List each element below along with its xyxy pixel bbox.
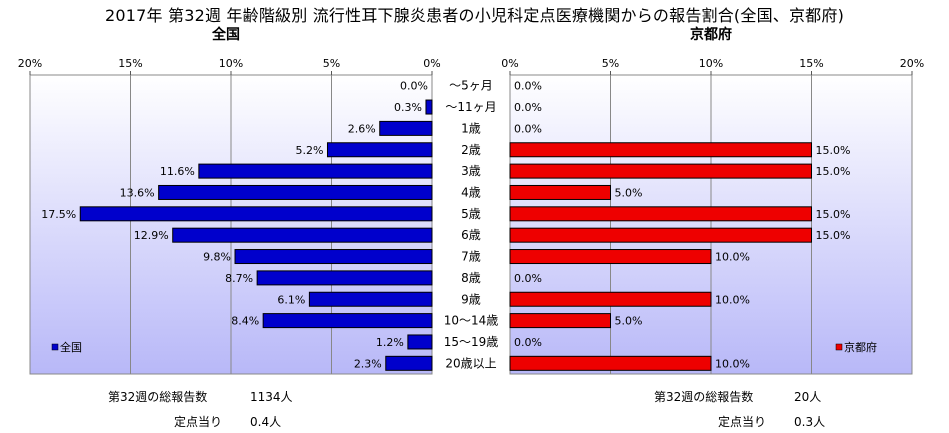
kyoto-data-label: 10.0% bbox=[715, 251, 750, 264]
national-bar bbox=[172, 227, 433, 243]
national-tick-label: 20% bbox=[18, 57, 42, 70]
kyoto-bar bbox=[509, 249, 712, 265]
national-legend-label: 全国 bbox=[60, 340, 82, 354]
kyoto-data-label: 0.0% bbox=[514, 80, 542, 93]
kyoto-per-value: 0.3人 bbox=[794, 415, 826, 429]
kyoto-data-label: 5.0% bbox=[615, 186, 643, 199]
kyoto-bar bbox=[509, 206, 812, 222]
national-bar bbox=[308, 291, 433, 307]
national-data-label: 0.0% bbox=[400, 80, 428, 93]
national-panel-title: 全国 bbox=[212, 27, 240, 43]
national-legend-swatch bbox=[51, 343, 59, 351]
category-label: 8歳 bbox=[461, 271, 481, 285]
national-data-label: 12.9% bbox=[134, 229, 169, 242]
kyoto-data-label: 10.0% bbox=[715, 293, 750, 306]
national-bar bbox=[379, 120, 433, 136]
category-label: 9歳 bbox=[461, 292, 481, 306]
kyoto-bar bbox=[509, 291, 712, 307]
national-bar bbox=[234, 249, 433, 265]
national-total-label: 第32週の総報告数 bbox=[108, 390, 208, 404]
national-bar bbox=[385, 355, 433, 371]
national-data-label: 2.6% bbox=[348, 122, 376, 135]
category-label: 6歳 bbox=[461, 228, 481, 242]
kyoto-tick-label: 10% bbox=[699, 57, 723, 70]
national-bar bbox=[407, 334, 433, 350]
kyoto-legend-label: 京都府 bbox=[844, 340, 877, 354]
national-total-value: 1134人 bbox=[250, 390, 293, 404]
national-data-label: 8.7% bbox=[225, 272, 253, 285]
kyoto-data-label: 0.0% bbox=[514, 101, 542, 114]
national-tick-label: 10% bbox=[219, 57, 243, 70]
kyoto-panel-title: 京都府 bbox=[690, 27, 732, 43]
kyoto-bar bbox=[509, 227, 812, 243]
kyoto-data-label: 5.0% bbox=[615, 315, 643, 328]
category-label: 〜5ヶ月 bbox=[449, 79, 493, 93]
kyoto-tick-label: 5% bbox=[602, 57, 619, 70]
national-data-label: 2.3% bbox=[354, 357, 382, 370]
kyoto-data-label: 15.0% bbox=[816, 165, 851, 178]
national-bar bbox=[256, 270, 433, 286]
national-data-label: 1.2% bbox=[376, 336, 404, 349]
national-data-label: 9.8% bbox=[203, 251, 231, 264]
national-bar bbox=[326, 142, 433, 158]
kyoto-data-label: 0.0% bbox=[514, 272, 542, 285]
national-data-label: 11.6% bbox=[160, 165, 195, 178]
category-label: 10〜14歳 bbox=[444, 314, 499, 328]
national-data-label: 0.3% bbox=[394, 101, 422, 114]
category-label: 20歳以上 bbox=[445, 356, 496, 370]
category-label: 2歳 bbox=[461, 143, 481, 157]
national-tick-label: 15% bbox=[118, 57, 142, 70]
category-label: 7歳 bbox=[461, 250, 481, 264]
kyoto-tick-label: 20% bbox=[900, 57, 924, 70]
kyoto-bar bbox=[509, 184, 611, 200]
category-label: 5歳 bbox=[461, 207, 481, 221]
kyoto-data-label: 0.0% bbox=[514, 122, 542, 135]
national-bar bbox=[198, 163, 433, 179]
category-label: 4歳 bbox=[461, 185, 481, 199]
kyoto-data-label: 0.0% bbox=[514, 336, 542, 349]
national-data-label: 5.2% bbox=[296, 144, 324, 157]
kyoto-bar bbox=[509, 313, 611, 329]
national-data-label: 17.5% bbox=[41, 208, 76, 221]
national-bar bbox=[79, 206, 433, 222]
kyoto-bar bbox=[509, 163, 812, 179]
kyoto-data-label: 10.0% bbox=[715, 357, 750, 370]
kyoto-per-label: 定点当り bbox=[718, 415, 767, 429]
kyoto-tick-label: 15% bbox=[799, 57, 823, 70]
category-label: 〜11ヶ月 bbox=[445, 100, 496, 114]
national-tick-label: 5% bbox=[323, 57, 340, 70]
category-label: 15〜19歳 bbox=[444, 335, 499, 349]
national-data-label: 13.6% bbox=[120, 186, 155, 199]
national-bar bbox=[425, 99, 433, 115]
national-per-label: 定点当り bbox=[174, 415, 223, 429]
national-data-label: 6.1% bbox=[277, 293, 305, 306]
kyoto-legend-swatch bbox=[835, 343, 843, 351]
kyoto-tick-label: 0% bbox=[501, 57, 518, 70]
kyoto-bar bbox=[509, 142, 812, 158]
chart-title: 2017年 第32週 年齢階級別 流行性耳下腺炎患者の小児科定点医療機関からの報… bbox=[104, 6, 845, 25]
national-tick-label: 0% bbox=[423, 57, 440, 70]
national-bar bbox=[262, 313, 433, 329]
kyoto-total-value: 20人 bbox=[794, 390, 822, 404]
kyoto-bar bbox=[509, 355, 712, 371]
national-bar bbox=[158, 184, 433, 200]
kyoto-data-label: 15.0% bbox=[816, 208, 851, 221]
kyoto-total-label: 第32週の総報告数 bbox=[654, 390, 754, 404]
national-per-value: 0.4人 bbox=[250, 415, 282, 429]
national-data-label: 8.4% bbox=[231, 315, 259, 328]
category-label: 3歳 bbox=[461, 164, 481, 178]
category-label: 1歳 bbox=[461, 121, 481, 135]
kyoto-data-label: 15.0% bbox=[816, 229, 851, 242]
kyoto-data-label: 15.0% bbox=[816, 144, 851, 157]
